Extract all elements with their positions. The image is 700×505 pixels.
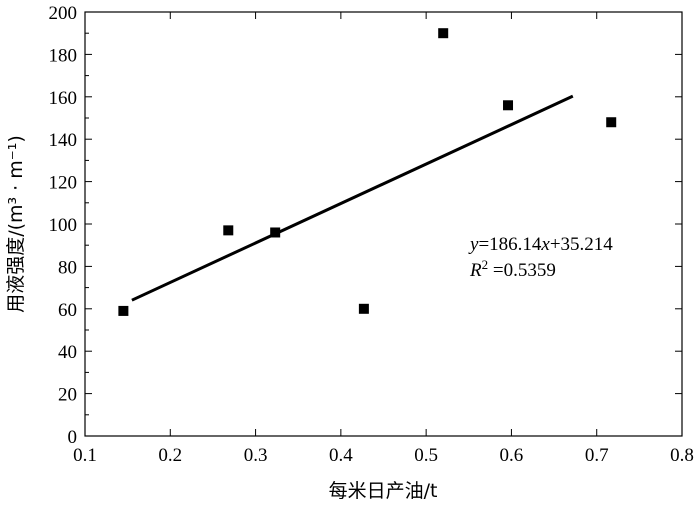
data-points xyxy=(118,28,617,316)
x-tick-label: 0.6 xyxy=(500,445,524,466)
x-tick-label: 0.5 xyxy=(414,445,438,466)
r2-var: R xyxy=(469,260,482,281)
data-point xyxy=(438,28,449,39)
y-tick-label: 60 xyxy=(58,300,77,321)
y-tick-label: 40 xyxy=(58,342,77,363)
y-axis-title: 用液强度/(m³ · m⁻¹) xyxy=(5,135,27,313)
plot-frame xyxy=(84,11,683,437)
y-tick-label: 120 xyxy=(49,173,78,194)
equation-slope: =186.14 xyxy=(478,234,541,255)
x-tick-label: 0.2 xyxy=(158,445,182,466)
data-point xyxy=(358,303,369,314)
y-tick-label: 0 xyxy=(68,427,78,448)
trendline-group xyxy=(131,94,574,302)
y-tick-label: 100 xyxy=(49,215,78,236)
x-tick-label: 0.7 xyxy=(585,445,609,466)
x-axis-ticks: 0.1 0.2 0.3 0.4 0.5 0.6 0.7 0.8 xyxy=(73,12,694,466)
fit-equation: y=186.14x+35.214 xyxy=(468,234,613,255)
y-tick-label: 180 xyxy=(49,45,78,66)
r-squared: R2 =0.5359 xyxy=(469,257,556,281)
x-tick-label: 0.3 xyxy=(244,445,268,466)
y-axis-ticks: 0 20 40 60 80 100 120 140 160 180 200 xyxy=(49,3,682,448)
equation-y-var: y xyxy=(468,234,479,255)
y-tick-label: 140 xyxy=(49,130,78,151)
y-tick-label: 80 xyxy=(58,257,77,278)
equation-x-var: x xyxy=(540,234,550,255)
x-tick-label: 0.1 xyxy=(73,445,97,466)
y-tick-label: 200 xyxy=(49,3,78,24)
equation-intercept: +35.214 xyxy=(550,234,613,255)
x-tick-label: 0.4 xyxy=(329,445,353,466)
y-tick-label: 160 xyxy=(49,88,78,109)
data-point xyxy=(270,227,281,238)
data-point xyxy=(223,225,234,236)
r2-value: =0.5359 xyxy=(488,260,556,281)
r2-sup: 2 xyxy=(482,257,489,272)
x-axis-title: 每米日产油/t xyxy=(329,480,438,502)
data-point xyxy=(606,117,617,128)
data-point xyxy=(118,305,129,316)
trendline xyxy=(131,94,574,302)
y-tick-label: 20 xyxy=(58,385,77,406)
data-point xyxy=(503,100,514,111)
x-tick-label: 0.8 xyxy=(670,445,694,466)
